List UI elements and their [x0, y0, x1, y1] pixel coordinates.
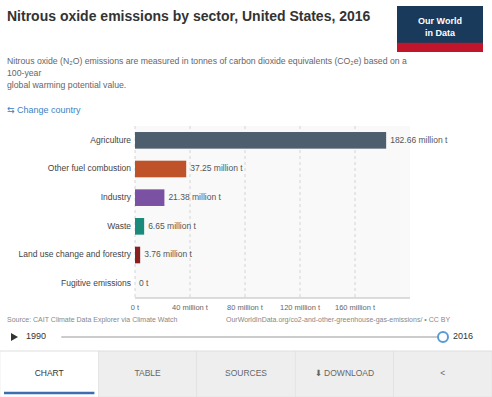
subtitle-line: Nitrous oxide (N₂O) emissions are measur…	[7, 56, 407, 66]
data-label: 37.25 million t	[190, 163, 243, 173]
category-label: Industry	[101, 192, 132, 202]
category-label: Waste	[107, 221, 131, 231]
x-tick-label: 120 million t	[280, 303, 321, 312]
plot-background	[135, 126, 410, 298]
tab	[295, 351, 393, 397]
data-label: 6.65 million t	[148, 221, 196, 231]
title: Nitrous oxide emissions by sector, Unite…	[7, 8, 371, 24]
logo: Our World in Data	[397, 6, 483, 52]
data-label: 0 t	[139, 278, 149, 288]
category-label: Fugitive emissions	[61, 278, 131, 288]
x-axis-line	[135, 298, 410, 299]
grid-line	[190, 126, 191, 298]
source: Source: CAIT Climate Data Explorer via C…	[7, 316, 177, 324]
logo-text: in Data	[425, 28, 456, 38]
tab	[0, 351, 98, 397]
x-tick-label: 0 t	[131, 303, 140, 312]
category-label: Land use change and forestry	[19, 249, 132, 259]
play-button	[11, 333, 18, 341]
logo-stripe	[397, 43, 483, 52]
tab-label: ⬇ DOWNLOAD	[315, 368, 375, 378]
bar	[135, 218, 144, 235]
bars	[135, 132, 386, 263]
data-label: 3.76 million t	[144, 249, 192, 259]
subtitle-line: 100-year	[7, 68, 41, 78]
tab-label: CHART	[35, 368, 64, 378]
grid-line	[355, 126, 356, 298]
subtitle-line: global warming potential value.	[7, 80, 126, 90]
x-tick-label: 40 million t	[172, 303, 209, 312]
tab-bar	[0, 351, 492, 397]
tab	[197, 351, 295, 397]
logo-box	[397, 6, 483, 52]
background	[0, 0, 492, 397]
grid	[135, 126, 355, 298]
year-end: 2016	[453, 331, 473, 341]
grid-line	[245, 126, 246, 298]
grid-line	[300, 126, 301, 298]
chart-root: Our World in Data Nitrous oxide emissions …	[0, 0, 492, 397]
x-tick-label: 160 million t	[335, 303, 376, 312]
bar	[135, 161, 186, 178]
bar	[135, 247, 140, 264]
tab-underline	[4, 392, 94, 395]
category-label: Agriculture	[90, 135, 131, 145]
slider-handle	[438, 332, 448, 342]
data-label: 21.38 million t	[168, 192, 221, 202]
subtitle: Nitrous oxide (N₂O) emissions are measur…	[7, 56, 407, 90]
bar	[135, 275, 136, 292]
tab-label: SOURCES	[225, 368, 267, 378]
tab-label: TABLE	[134, 368, 161, 378]
bar	[135, 132, 386, 149]
grid-line	[135, 126, 136, 298]
tab	[394, 351, 492, 397]
source-url: OurWorldInData.org/co2-and-other-greenho…	[226, 316, 450, 324]
tab-label: <	[440, 368, 445, 378]
logo-text: Our World	[418, 16, 462, 26]
change-country: ⇆ Change country	[7, 105, 81, 115]
category-label: Other fuel combustion	[48, 163, 131, 173]
x-tick-label: 80 million t	[227, 303, 264, 312]
tab	[98, 351, 196, 397]
tab-separator	[0, 351, 492, 352]
data-label: 182.66 million t	[390, 135, 448, 145]
year-start: 1990	[26, 331, 46, 341]
bar	[135, 189, 164, 206]
slider-track	[62, 336, 443, 338]
